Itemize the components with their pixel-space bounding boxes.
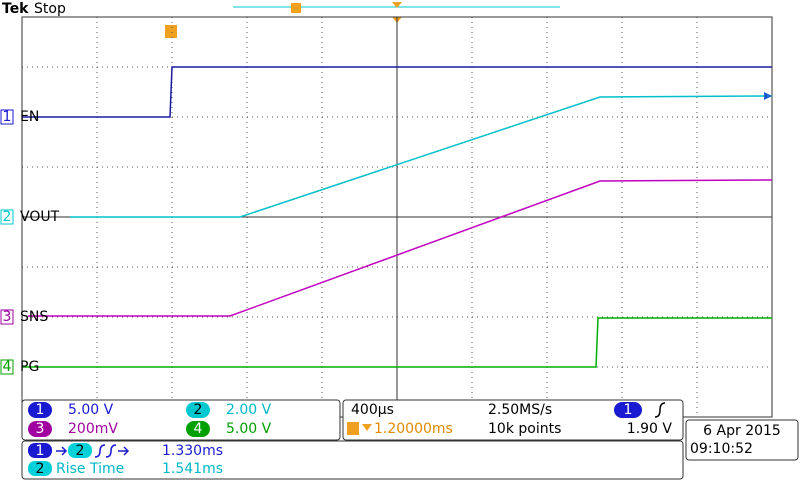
timebase-panel — [342, 399, 684, 441]
record-length: 10k points — [488, 421, 561, 437]
measure-panel — [21, 440, 684, 480]
date-panel — [685, 419, 799, 461]
arrow-icon — [56, 446, 68, 456]
channel-number: 2 — [3, 209, 12, 225]
trigger-level: 1.90 V — [627, 421, 673, 437]
channel-number: 4 — [3, 359, 12, 375]
edge-icon — [94, 444, 130, 458]
trace-sns — [28, 179, 773, 317]
channel-panel — [21, 399, 341, 441]
sample-rate: 2.50MS/s — [488, 402, 552, 418]
trace-vout — [70, 95, 773, 218]
trigger-icon — [347, 422, 359, 435]
channel-badge — [28, 421, 52, 437]
time-scale: 400µs — [351, 402, 394, 418]
channel-badge — [28, 402, 52, 418]
trigger-marker — [165, 25, 177, 38]
trigger-source-badge — [614, 402, 642, 418]
channel-badge — [186, 402, 210, 418]
meas-name: Rise Time — [56, 461, 124, 477]
meas-source-badge — [28, 443, 52, 458]
channel-label: PG — [20, 359, 39, 375]
trigger-icon — [362, 424, 372, 431]
channel-marker — [0, 309, 14, 325]
channel-number: 1 — [36, 402, 45, 418]
meas-value: 1.541ms — [162, 461, 223, 477]
channel-label: EN — [20, 109, 39, 125]
channel-number: 2 — [194, 402, 203, 418]
trace-en — [22, 66, 772, 118]
meas-source-badge — [28, 461, 52, 476]
date: 6 Apr 2015 — [703, 423, 781, 439]
channel-label: SNS — [20, 309, 48, 325]
channel-number: 3 — [3, 309, 12, 325]
status: Stop — [34, 1, 66, 17]
brand: Tek — [2, 1, 29, 17]
channel-number: 4 — [194, 421, 203, 437]
trigger-marker-top — [291, 3, 301, 13]
channel-number: 3 — [36, 421, 45, 437]
channel-number: 1 — [3, 109, 12, 125]
meas-value: 1.330ms — [162, 443, 223, 459]
slope-icon — [654, 402, 666, 418]
channel-scale: 5.00 V — [68, 402, 114, 418]
channel-labels: 1 EN 2 VOUT 3 SNS 4 PG — [0, 109, 60, 375]
channel-label: VOUT — [20, 209, 60, 225]
trigger-position: 1.20000ms — [374, 421, 453, 437]
trace-pg — [22, 317, 772, 368]
meas-target: 2 — [76, 443, 85, 459]
channel-badge — [186, 421, 210, 437]
channel-marker — [0, 359, 14, 375]
channel-marker — [0, 109, 14, 125]
panel-content: 1 5.00 V 2 2.00 V 3 200mV 4 5.00 V — [28, 402, 272, 437]
center-marker — [392, 2, 402, 8]
channel-scale: 2.00 V — [226, 402, 272, 418]
level-marker — [764, 92, 772, 100]
meas-target-badge — [68, 443, 92, 458]
channel-marker — [0, 209, 14, 225]
meas-source: 2 — [36, 461, 45, 477]
trigger-source: 1 — [624, 402, 633, 418]
channel-scale: 5.00 V — [226, 421, 272, 437]
time: 09:10:52 — [690, 441, 753, 457]
meas-source: 1 — [36, 443, 45, 459]
channel-scale: 200mV — [68, 421, 118, 437]
